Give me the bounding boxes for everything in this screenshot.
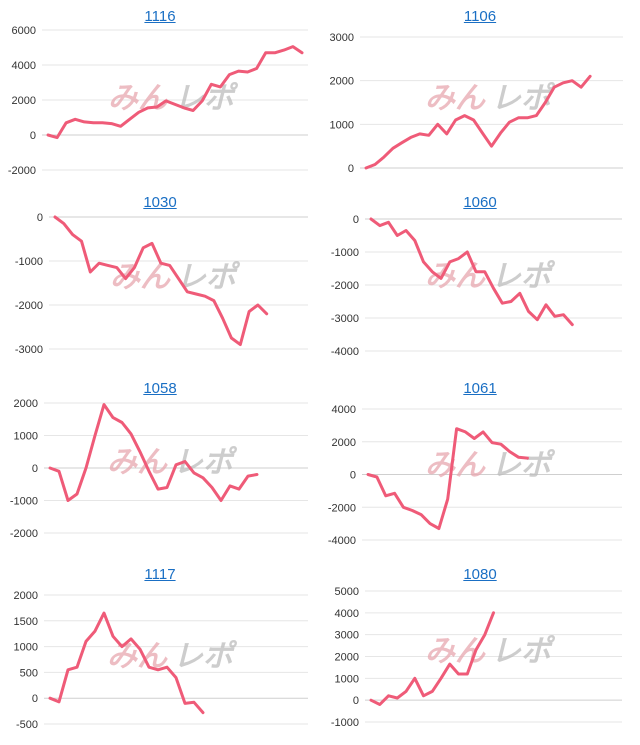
chart-panel-1058: 1058 -2000 -1000 0 1000 2000 みん レポ	[0, 372, 320, 558]
y-tick-label: 2000	[14, 590, 38, 602]
watermark-part-a: みん	[108, 81, 169, 116]
line-chart: -4000 -2000 0 2000 4000 みん レポ	[328, 404, 622, 547]
line-chart: -1000 0 1000 2000 3000 4000 5000 みん レポ	[331, 586, 622, 729]
y-tick-label: 2000	[12, 95, 36, 107]
watermark-part-a: みん	[425, 259, 486, 294]
chart-panel-1106: 1106 0 1000 2000 3000 みん レポ	[320, 0, 640, 186]
chart-title-link[interactable]: 1080	[463, 566, 497, 583]
chart-title-link[interactable]: 1106	[463, 8, 497, 25]
watermark-part-b: レポ	[491, 81, 556, 116]
watermark-part-b: レポ	[491, 634, 556, 669]
y-tick-label: -3000	[15, 344, 43, 356]
watermark-logo: みん レポ	[110, 260, 241, 295]
y-tick-label: -1000	[10, 496, 38, 508]
chart-panel-1061: 1061 -4000 -2000 0 2000 4000 みん レポ	[320, 372, 640, 558]
y-tick-label: 1000	[330, 119, 354, 131]
watermark-part-a: みん	[107, 445, 168, 480]
line-chart: -3000 -2000 -1000 0 みん レポ	[15, 212, 308, 356]
watermark-part-b: レポ	[491, 448, 556, 483]
chart-panel-1080: 1080 -1000 0 1000 2000 3000 4000 5000 みん レポ	[320, 558, 640, 744]
y-tick-label: 2000	[14, 398, 38, 410]
y-tick-label: -1000	[15, 256, 43, 268]
y-tick-label: -2000	[328, 502, 356, 514]
series-line	[369, 611, 495, 706]
line-chart: -4000 -3000 -2000 -1000 0 みん レポ	[331, 214, 622, 358]
y-tick-label: 4000	[335, 608, 359, 620]
y-tick-label: 0	[32, 693, 38, 705]
watermark-logo: みん レポ	[425, 634, 556, 669]
watermark-logo: みん レポ	[425, 81, 556, 116]
line-chart: -2000 0 2000 4000 6000 みん レポ	[8, 25, 308, 177]
y-tick-label: 500	[20, 667, 38, 679]
y-tick-label: 3000	[330, 32, 354, 44]
chart-panel-1117: 1117 -500 0 500 1000 1500 2000 みん レポ	[0, 558, 320, 744]
y-tick-label: 0	[348, 163, 354, 175]
watermark-part-b: レポ	[173, 639, 238, 674]
y-tick-label: 2000	[335, 652, 359, 664]
series-line	[48, 403, 259, 502]
chart-title-link[interactable]: 1117	[144, 566, 176, 583]
watermark-part-a: みん	[425, 81, 486, 116]
y-tick-label: -4000	[331, 346, 359, 358]
watermark-logo: みん レポ	[108, 81, 239, 116]
chart-title-link[interactable]: 1116	[144, 8, 176, 25]
y-tick-label: 2000	[330, 76, 354, 88]
line-chart: -500 0 500 1000 1500 2000 みん レポ	[14, 590, 308, 731]
y-tick-label: -1000	[331, 247, 359, 259]
y-tick-label: -2000	[331, 280, 359, 292]
y-tick-label: -4000	[328, 535, 356, 547]
series-line	[369, 217, 574, 327]
y-tick-label: -2000	[8, 165, 36, 177]
watermark-part-b: レポ	[174, 81, 239, 116]
chart-panel-1116: 1116 -2000 0 2000 4000 6000 みん レポ	[0, 0, 320, 186]
y-tick-label: 0	[37, 212, 43, 224]
y-tick-label: 0	[30, 130, 36, 142]
y-tick-label: 6000	[12, 25, 36, 37]
watermark-logo: みん レポ	[425, 448, 556, 483]
y-tick-label: 5000	[335, 586, 359, 598]
y-tick-label: 4000	[332, 404, 356, 416]
series-line	[364, 74, 592, 170]
line-chart: -2000 -1000 0 1000 2000 みん レポ	[10, 398, 308, 540]
watermark-part-a: みん	[425, 448, 486, 483]
series-line	[53, 215, 269, 347]
watermark-part-a: みん	[110, 260, 171, 295]
y-tick-label: 0	[353, 695, 359, 707]
y-tick-label: 4000	[12, 60, 36, 72]
chart-title-link[interactable]: 1061	[463, 380, 497, 397]
y-tick-label: 3000	[335, 630, 359, 642]
watermark-part-b: レポ	[491, 259, 556, 294]
watermark-logo: みん レポ	[107, 639, 238, 674]
y-tick-label: 1000	[335, 673, 359, 685]
y-tick-label: -1000	[331, 717, 359, 729]
y-tick-label: -500	[16, 719, 38, 731]
series-line	[46, 45, 304, 140]
chart-panel-1030: 1030 -3000 -2000 -1000 0 みん レポ	[0, 186, 320, 372]
line-chart: 0 1000 2000 3000 みん レポ	[330, 32, 623, 175]
y-tick-label: 1500	[14, 616, 38, 628]
chart-title-link[interactable]: 1058	[143, 380, 177, 397]
y-tick-label: 1000	[14, 431, 38, 443]
watermark-logo: みん レポ	[425, 259, 556, 294]
chart-title-link[interactable]: 1030	[143, 194, 177, 211]
chart-title-link[interactable]: 1060	[463, 194, 497, 211]
chart-panel-1060: 1060 -4000 -3000 -2000 -1000 0 みん レポ	[320, 186, 640, 372]
y-tick-label: -2000	[15, 300, 43, 312]
y-tick-label: -3000	[331, 313, 359, 325]
series-line	[366, 427, 529, 530]
y-tick-label: 0	[350, 470, 356, 482]
y-tick-label: 2000	[332, 437, 356, 449]
y-tick-label: -2000	[10, 528, 38, 540]
y-tick-label: 0	[353, 214, 359, 226]
y-tick-label: 0	[32, 463, 38, 475]
watermark-logo: みん レポ	[107, 445, 238, 480]
y-tick-label: 1000	[14, 642, 38, 654]
series-line	[48, 611, 205, 715]
